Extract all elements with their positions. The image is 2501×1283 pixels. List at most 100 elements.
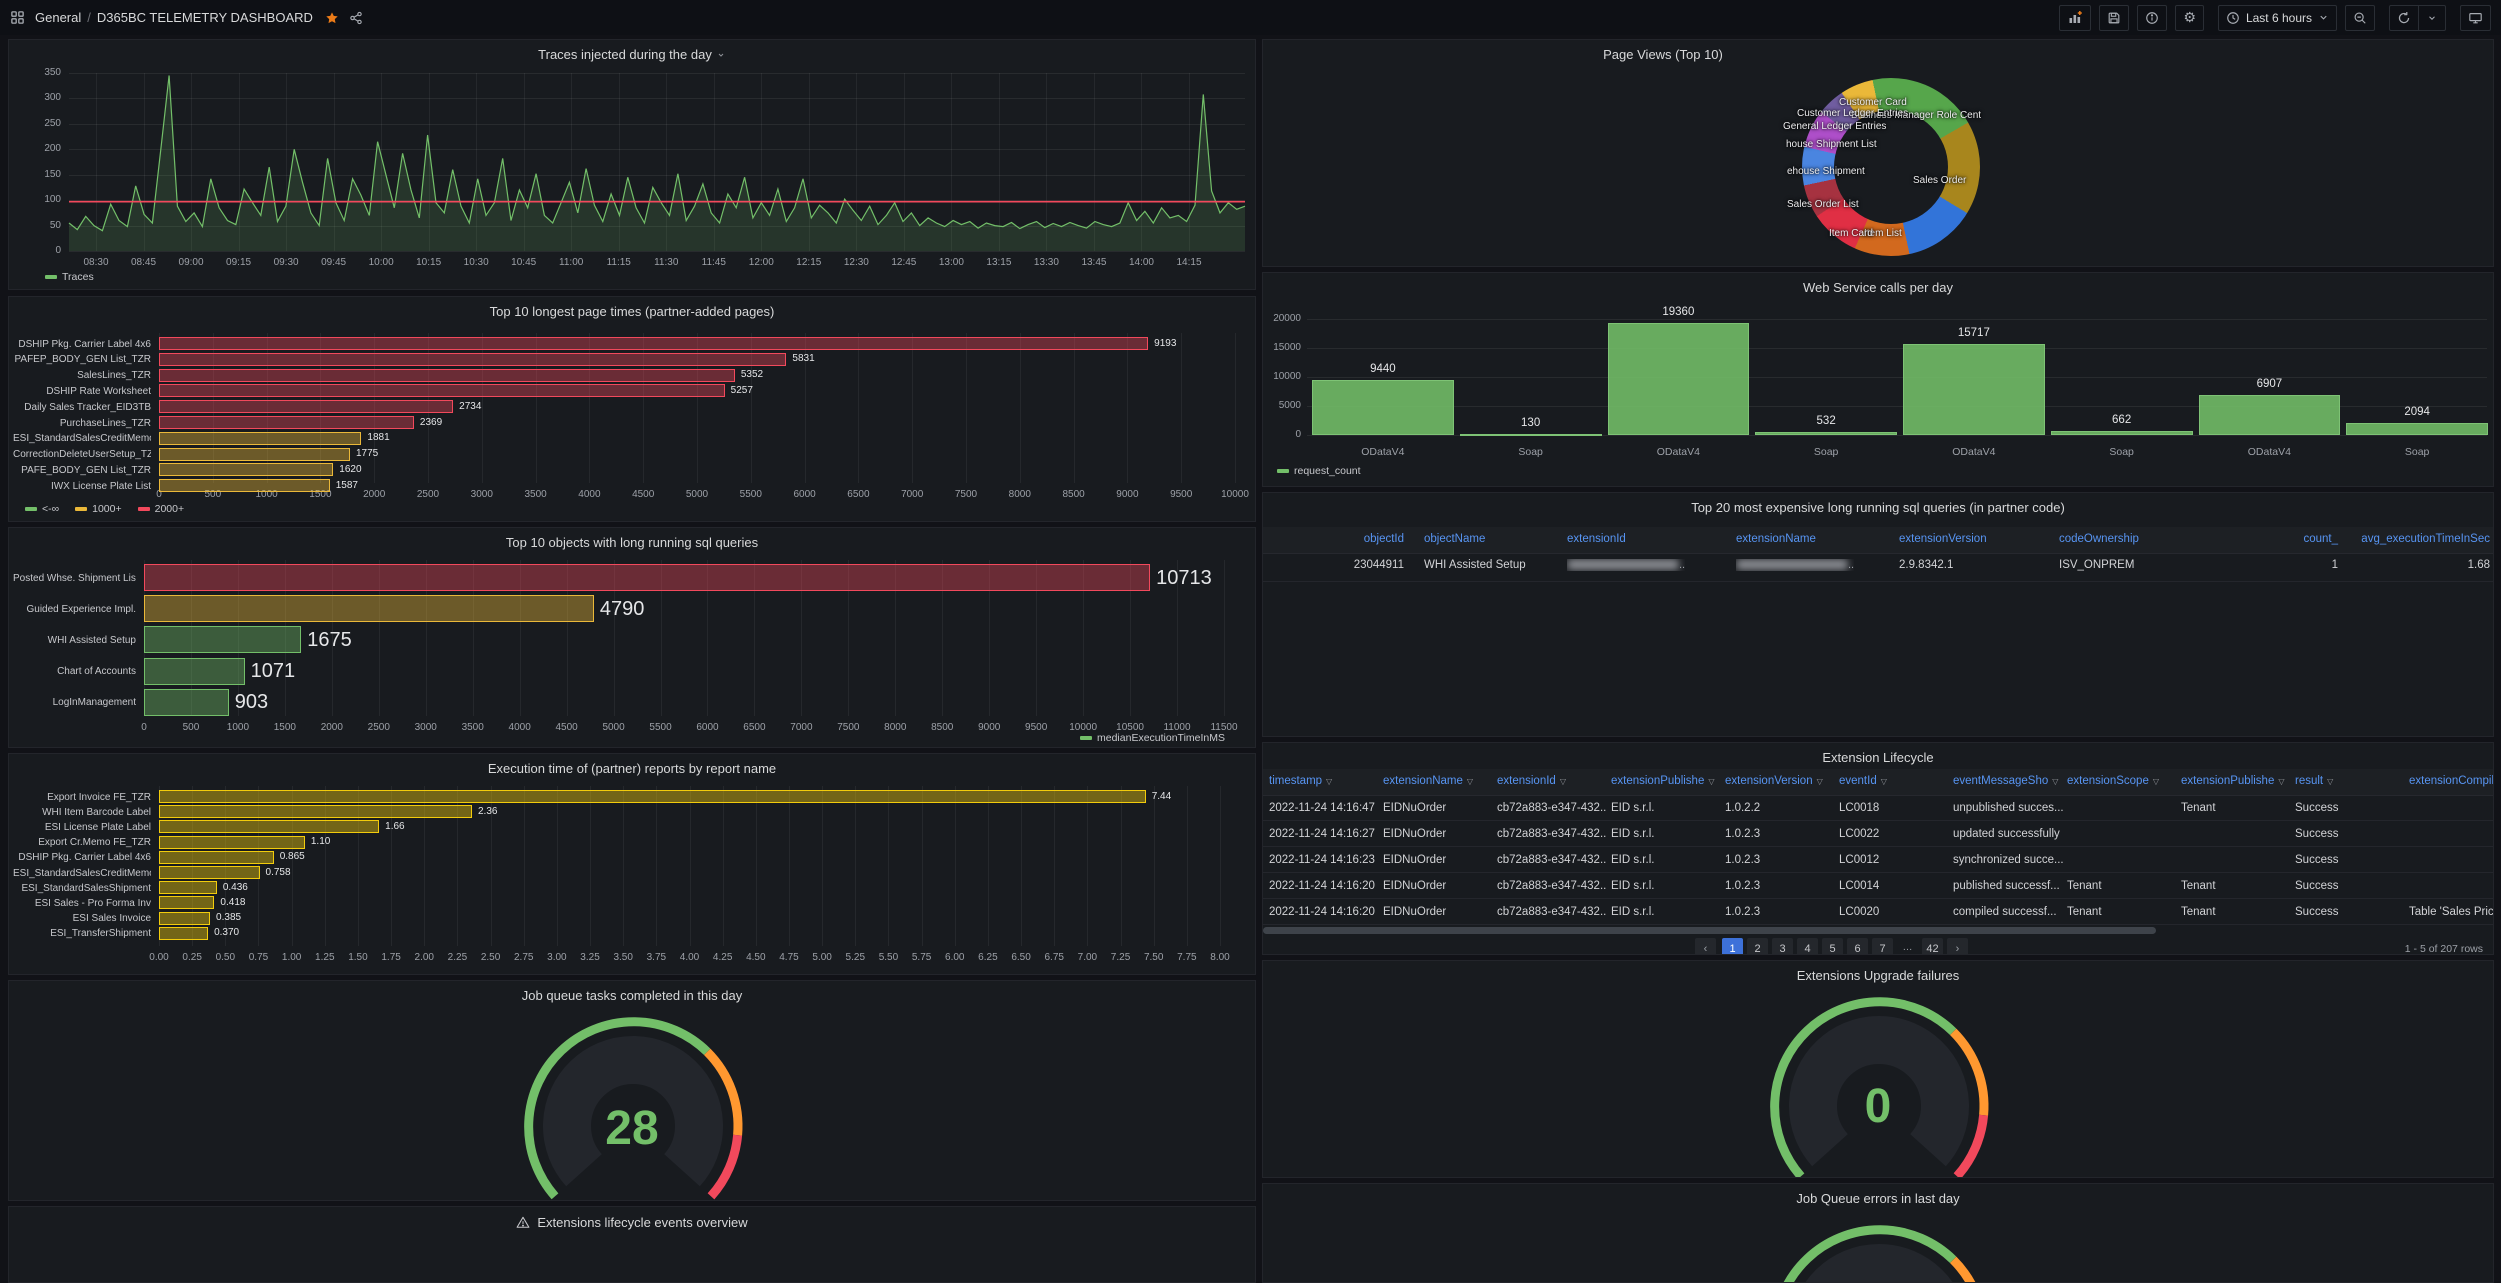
column-header-extensionPublishe[interactable]: extensionPublishe ▽: [1611, 775, 1721, 787]
filter-funnel-icon[interactable]: ▽: [1559, 777, 1566, 786]
pagination-next-button[interactable]: ›: [1947, 938, 1968, 954]
legend-item[interactable]: 2000+: [137, 503, 184, 515]
star-icon[interactable]: [325, 11, 339, 25]
column-header-count[interactable]: count_: [2303, 533, 2338, 545]
x-axis-tick-label: 9000: [1116, 489, 1139, 500]
column-header-codeOwnership[interactable]: codeOwnership: [2059, 533, 2139, 545]
filter-funnel-icon[interactable]: ▽: [1466, 777, 1474, 786]
table-cell: LC0018: [1839, 802, 1880, 814]
bar: [1607, 322, 1750, 435]
legend-item-traces[interactable]: Traces: [45, 271, 94, 283]
grid-line: [481, 333, 483, 483]
column-header-avg-execution[interactable]: avg_executionTimeInSec: [2361, 533, 2490, 545]
dashboard-title[interactable]: D365BC TELEMETRY DASHBOARD: [96, 10, 313, 25]
legend-item[interactable]: <-∞: [25, 503, 59, 515]
dashboard-settings-button[interactable]: ⚙: [2175, 4, 2204, 31]
panel-menu-chevron-icon[interactable]: [716, 47, 726, 62]
bar-value-label: 10713: [1156, 566, 1212, 589]
filter-funnel-icon[interactable]: ▽: [2052, 777, 2059, 786]
time-range-label: Last 6 hours: [2245, 10, 2312, 25]
save-dashboard-button[interactable]: [2099, 4, 2130, 31]
panel-title[interactable]: Job Queue errors in last day: [1796, 1191, 1960, 1206]
panel-title[interactable]: Traces injected during the day: [9, 47, 1255, 62]
pagination-page-button[interactable]: 1: [1722, 938, 1743, 954]
panel-title[interactable]: Page Views (Top 10): [1603, 47, 1723, 62]
refresh-interval-dropdown[interactable]: [2418, 4, 2446, 31]
pagination-page-button[interactable]: 2: [1747, 938, 1768, 954]
panel-title[interactable]: Web Service calls per day: [1802, 280, 1954, 295]
column-header-extensionName[interactable]: extensionName: [1736, 533, 1816, 545]
column-header-objectName[interactable]: objectName: [1424, 533, 1486, 545]
column-header-extensionVersion[interactable]: extensionVersion ▽: [1725, 775, 1835, 787]
bar-value-label: 1881: [367, 432, 390, 444]
filter-funnel-icon[interactable]: ▽: [1880, 777, 1887, 786]
column-header-eventId[interactable]: eventId ▽: [1839, 775, 1949, 787]
legend-item[interactable]: 1000+: [75, 503, 122, 515]
column-header-objectId[interactable]: objectId: [1363, 533, 1404, 545]
filter-funnel-icon[interactable]: ▽: [2278, 777, 2285, 786]
refresh-button[interactable]: [2389, 4, 2419, 31]
gauge-arc: [707, 1134, 743, 1200]
pagination-prev-button[interactable]: ‹: [1695, 938, 1716, 954]
pagination-page-button[interactable]: 5: [1822, 938, 1843, 954]
x-axis-tick-label: 10000: [1221, 489, 1249, 500]
column-header-eventMessageSho[interactable]: eventMessageSho ▽: [1953, 775, 2063, 787]
pagination-page-button[interactable]: 6: [1847, 938, 1868, 954]
panel-title[interactable]: Top 10 longest page times (partner-added…: [489, 304, 775, 319]
breadcrumb-section[interactable]: General: [35, 10, 82, 25]
bar: [159, 881, 217, 895]
web-service-bar-chart[interactable]: 0 5000 10000 15000 20000 9440 ODataV4 130 Soap 19…: [1263, 273, 2493, 486]
panel-title[interactable]: Extensions lifecycle events overview: [537, 1215, 748, 1230]
apps-grid-icon[interactable]: [10, 10, 25, 25]
grid-line: [750, 333, 752, 483]
x-axis-tick-label: 08:30: [83, 257, 109, 268]
legend-item-request-count[interactable]: request_count: [1277, 465, 1361, 477]
bar-value-label: 5831: [792, 353, 815, 365]
grid-line: [822, 786, 824, 946]
column-header-timestamp[interactable]: timestamp ▽: [1269, 775, 1379, 787]
panel-title[interactable]: Execution time of (partner) reports by r…: [487, 761, 777, 776]
filter-funnel-icon[interactable]: ▽: [1708, 777, 1715, 786]
pagination-page-button[interactable]: 4: [1797, 938, 1818, 954]
column-header-result[interactable]: result ▽: [2295, 775, 2405, 787]
zoom-out-time-button[interactable]: [2345, 4, 2375, 31]
time-range-picker[interactable]: Last 6 hours: [2217, 4, 2337, 31]
dashboard-insights-button[interactable]: [2137, 4, 2168, 31]
column-header-extensionId[interactable]: extensionId: [1567, 533, 1626, 545]
x-axis-tick-label: 9500: [1170, 489, 1193, 500]
page-views-donut-chart[interactable]: Business Manager Role Cent Sales Order Ite…: [1263, 40, 2493, 266]
donut-slice-label: Business Manager Role Cent: [1851, 110, 1982, 121]
pagination-page-button[interactable]: 7: [1872, 938, 1893, 954]
share-icon[interactable]: [349, 11, 363, 25]
bar-category-label: DSHIP Rate Worksheet: [46, 385, 151, 397]
filter-funnel-icon[interactable]: ▽: [2327, 777, 2334, 786]
sql-objects-bar-chart[interactable]: 0 500 1000 1500 2000 2500 3000 3500 4000 4500 5000…: [9, 528, 1255, 747]
page-times-bar-chart[interactable]: 0 500 1000 1500 2000 2500 3000 3500 4000 4500 5000…: [9, 297, 1255, 521]
pagination-page-button[interactable]: 3: [1772, 938, 1793, 954]
panel-title[interactable]: Job queue tasks completed in this day: [521, 988, 743, 1003]
column-header-extensionName[interactable]: extensionName ▽: [1383, 775, 1493, 787]
pagination-summary: 1 - 5 of 207 rows: [2404, 943, 2483, 955]
x-axis-tick-label: 14:00: [1128, 257, 1154, 268]
column-header-extensionPublishe[interactable]: extensionPublishe ▽: [2181, 775, 2291, 787]
filter-funnel-icon[interactable]: ▽: [1326, 777, 1333, 786]
column-header-extensionVersion[interactable]: extensionVersion: [1899, 533, 1987, 545]
panel-title[interactable]: Extension Lifecycle: [1822, 750, 1934, 765]
column-header-extensionScope[interactable]: extensionScope ▽: [2067, 775, 2177, 787]
column-header-extensionCompilat[interactable]: extensionCompilat▽: [2409, 775, 2493, 787]
horizontal-scrollbar[interactable]: [1263, 927, 2156, 934]
add-panel-button[interactable]: [2059, 4, 2092, 31]
traces-time-series-chart[interactable]: 0 50 100 150 200 250 300 350 08:30 08:45 09:00 09:1…: [9, 40, 1255, 289]
filter-funnel-icon[interactable]: ▽: [2152, 777, 2159, 786]
kiosk-mode-button[interactable]: [2460, 4, 2491, 31]
column-header-extensionId[interactable]: extensionId ▽: [1497, 775, 1607, 787]
pagination-page-button[interactable]: 42: [1922, 938, 1943, 954]
gauge-arc: [1805, 1244, 1953, 1282]
panel-title[interactable]: Top 20 most expensive long running sql q…: [1691, 500, 2065, 515]
filter-funnel-icon[interactable]: ▽: [1816, 777, 1823, 786]
panel-title[interactable]: Extensions Upgrade failures: [1796, 968, 1960, 983]
warning-icon[interactable]: [516, 1216, 530, 1229]
legend-item[interactable]: medianExecutionTimeInMS: [1080, 732, 1225, 744]
panel-title[interactable]: Top 10 objects with long running sql que…: [505, 535, 759, 550]
reports-bar-chart[interactable]: 0.00 0.25 0.50 0.75 1.00 1.25 1.50 1.75 2.00 2.25…: [9, 754, 1255, 974]
